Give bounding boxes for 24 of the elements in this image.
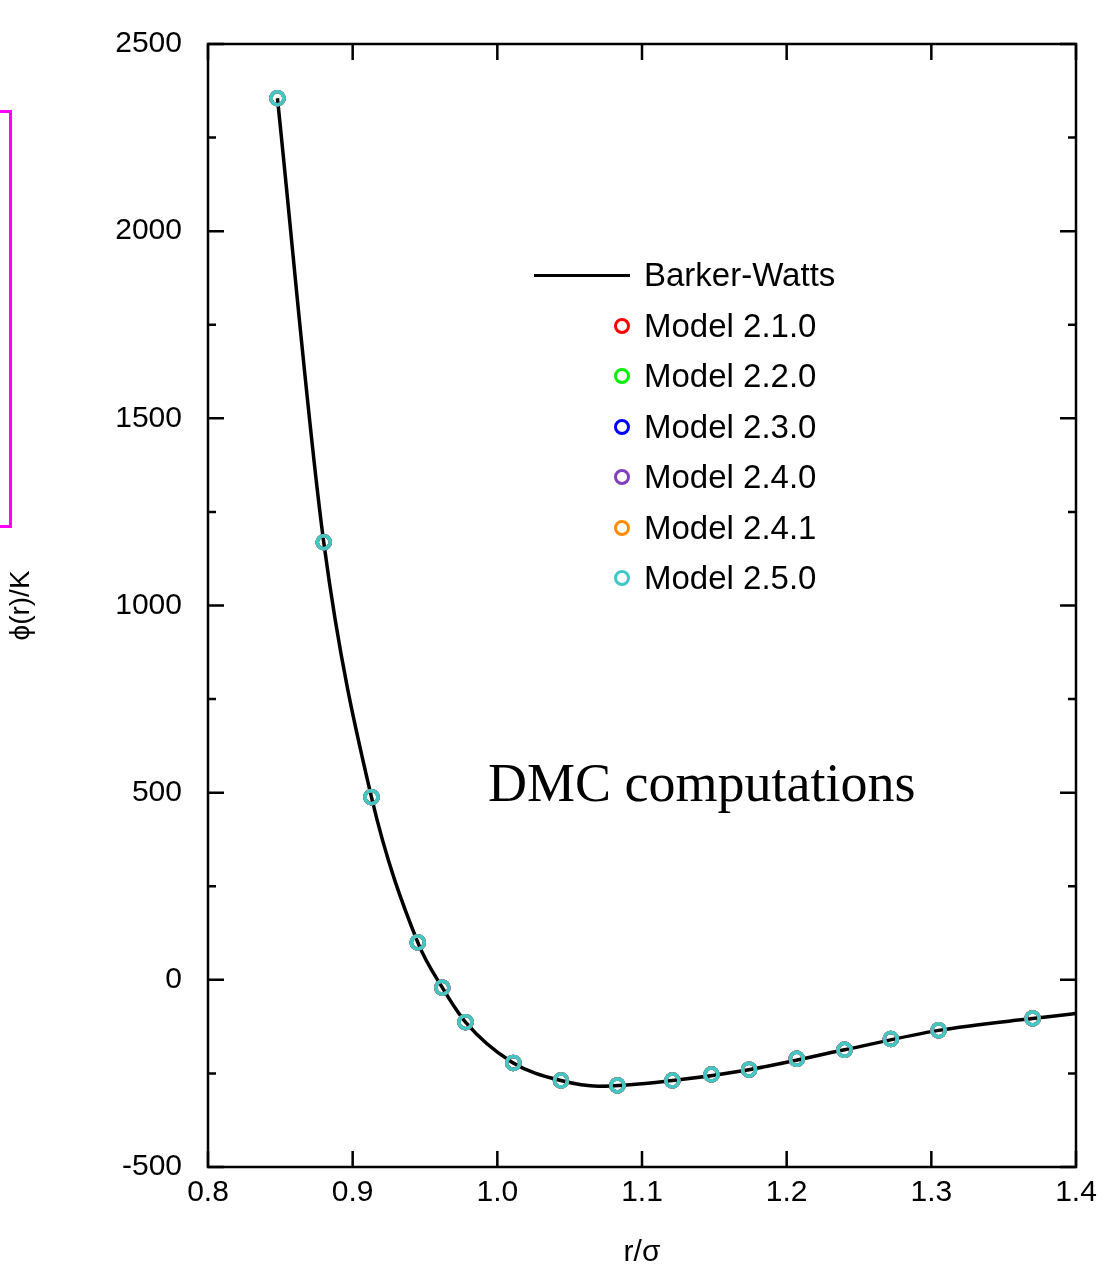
annotation: DMC computations [488,752,916,814]
y-tick-label: 500 [131,773,182,807]
legend-label: Model 2.3.0 [644,407,817,446]
legend-label: Model 2.4.1 [644,508,817,547]
x-tick-label: 0.8 [187,1174,229,1208]
legend-label: Model 2.2.0 [644,357,817,396]
x-tick-label: 1.3 [910,1174,953,1208]
legend-label: Model 2.1.0 [644,306,817,345]
y-tick-label: 2000 [115,212,182,246]
y-tick-label: -500 [121,1148,182,1182]
x-tick-label: 0.9 [331,1174,374,1208]
x-tick-label: 1.1 [621,1174,663,1208]
x-axis-title: r/σ [623,1234,661,1268]
y-tick-label: 1500 [115,399,182,433]
x-tick-label: 1.2 [765,1174,808,1208]
legend-label: Model 2.5.0 [644,559,817,598]
y-tick-label: 0 [165,961,182,995]
legend-label: Model 2.4.0 [644,458,817,497]
legend-label: Barker-Watts [644,256,836,295]
x-tick-label: 1.0 [476,1174,519,1208]
y-tick-label: 1000 [115,586,182,620]
y-tick-label: 2500 [115,25,182,59]
y-axis-title: ϕ(r)/K [3,570,35,641]
x-tick-label: 1.4 [1055,1174,1097,1208]
